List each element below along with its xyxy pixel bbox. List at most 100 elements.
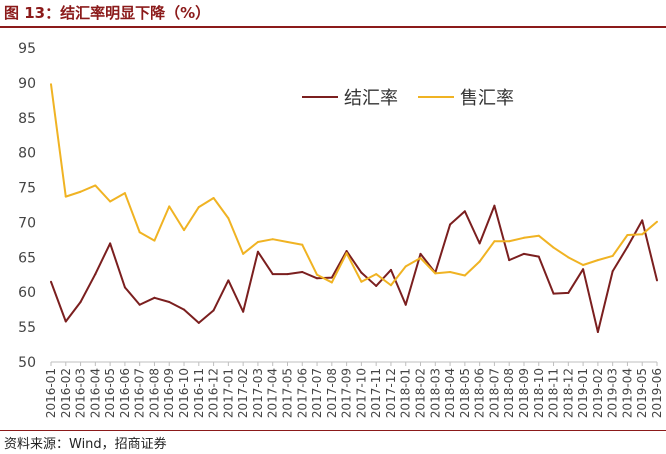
x-tick-label: 2018-01 [399, 368, 413, 418]
legend: 结汇率 售汇率 [302, 88, 514, 109]
x-tick-label: 2017-09 [340, 368, 354, 418]
x-tick-label: 2017-04 [266, 368, 280, 418]
data-point [493, 204, 496, 207]
y-tick-label: 80 [18, 146, 36, 162]
data-point [109, 242, 112, 245]
x-tick-label: 2017-11 [369, 368, 383, 418]
data-point [567, 291, 570, 294]
x-tick-label: 2018-05 [458, 368, 472, 418]
data-point [582, 264, 585, 267]
y-tick-label: 50 [18, 355, 36, 371]
x-tick-label: 2016-10 [177, 368, 191, 418]
data-point [183, 308, 186, 311]
data-point [552, 292, 555, 295]
x-tick-label: 2019-03 [606, 368, 620, 418]
x-tick-label: 2016-02 [59, 368, 73, 418]
data-point [345, 252, 348, 255]
x-tick-label: 2019-06 [650, 368, 664, 418]
data-point [286, 240, 289, 243]
x-tick-label: 2019-05 [635, 368, 649, 418]
data-point [478, 260, 481, 263]
footer-divider [0, 430, 666, 431]
legend-label: 结汇率 [344, 88, 398, 109]
x-tick-label: 2019-01 [576, 368, 590, 418]
x-tick-label: 2019-04 [620, 368, 634, 418]
y-tick-label: 95 [18, 41, 36, 57]
x-tick-label: 2016-07 [133, 368, 147, 418]
data-point [641, 219, 644, 222]
x-tick-label: 2016-08 [147, 368, 161, 418]
data-point [375, 284, 378, 287]
x-tick-label: 2016-05 [103, 368, 117, 418]
data-point [596, 330, 599, 333]
data-point [271, 238, 274, 241]
data-point [552, 246, 555, 249]
x-tick-label: 2016-03 [74, 368, 88, 418]
data-point [611, 254, 614, 257]
data-point [79, 300, 82, 303]
data-point [478, 242, 481, 245]
data-point [197, 321, 200, 324]
data-point [197, 206, 200, 209]
data-point [212, 197, 215, 200]
x-tick-label: 2016-04 [88, 368, 102, 418]
series-layer [50, 83, 658, 333]
data-point [64, 195, 67, 198]
data-point [537, 234, 540, 237]
data-point [537, 255, 540, 258]
data-point [94, 273, 97, 276]
data-point [449, 270, 452, 273]
data-point [360, 280, 363, 283]
x-tick-label: 2016-12 [207, 368, 221, 418]
data-point [242, 310, 245, 313]
x-tick-label: 2016-06 [118, 368, 132, 418]
y-tick-label: 85 [18, 111, 36, 127]
data-point [138, 231, 141, 234]
x-tick-label: 2018-07 [487, 368, 501, 418]
x-tick-label: 2017-03 [251, 368, 265, 418]
data-point [626, 245, 629, 248]
data-point [183, 229, 186, 232]
data-point [641, 233, 644, 236]
x-tick-label: 2018-03 [428, 368, 442, 418]
series-line-1 [50, 204, 658, 333]
x-tick-label: 2017-02 [236, 368, 250, 418]
data-point [389, 268, 392, 271]
x-tick-label: 2018-08 [502, 368, 516, 418]
data-point [508, 240, 511, 243]
data-point [493, 240, 496, 243]
data-point [522, 236, 525, 239]
data-point [301, 243, 304, 246]
data-point [656, 279, 658, 282]
y-axis: 50 55 60 65 70 75 80 85 90 95 [18, 41, 36, 371]
data-point [227, 217, 230, 220]
data-point [79, 190, 82, 193]
x-tick-label: 2018-06 [473, 368, 487, 418]
x-tick-label: 2017-06 [295, 368, 309, 418]
data-point [567, 256, 570, 259]
x-tick-label: 2018-12 [561, 368, 575, 418]
data-point [109, 200, 112, 203]
data-point [316, 273, 319, 276]
data-point [449, 223, 452, 226]
data-point [419, 252, 422, 255]
data-point [286, 273, 289, 276]
data-point [434, 272, 437, 275]
data-point [419, 257, 422, 260]
x-tick-label: 2017-08 [325, 368, 339, 418]
x-tick-label: 2016-09 [162, 368, 176, 418]
data-point [138, 303, 141, 306]
x-tick-label: 2018-02 [414, 368, 428, 418]
data-point [375, 273, 378, 276]
data-point [123, 286, 126, 289]
data-point [271, 273, 274, 276]
x-tick-label: 2017-05 [280, 368, 294, 418]
data-point [389, 284, 392, 287]
data-point [330, 276, 333, 279]
y-tick-label: 90 [18, 76, 36, 92]
data-point [360, 271, 363, 274]
data-point [404, 303, 407, 306]
data-point [64, 320, 67, 323]
x-tick-label: 2018-09 [517, 368, 531, 418]
